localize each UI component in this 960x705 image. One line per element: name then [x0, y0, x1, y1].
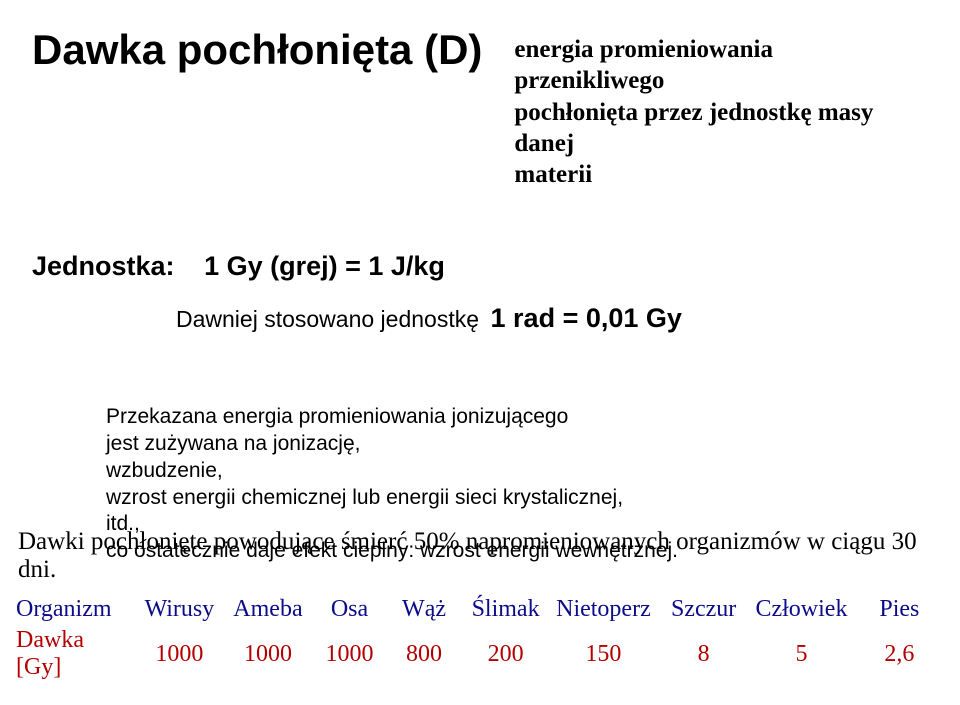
table-column-header: Ameba — [224, 594, 313, 625]
table-column-header: Człowiek — [750, 594, 853, 625]
unit-primary-value: 1 Gy (grej) = 1 J/kg — [204, 246, 445, 288]
dose-table: Organizm WirusyAmebaOsaWążŚlimakNietoper… — [14, 594, 946, 683]
unit-label: Jednostka: — [32, 246, 175, 288]
table-column-header: Osa — [312, 594, 387, 625]
table-column-header: Ślimak — [461, 594, 550, 625]
table-cell-value: 2,6 — [853, 625, 946, 683]
table-column-header: Wąż — [387, 594, 462, 625]
table-cell-value: 8 — [657, 625, 750, 683]
description-line: wzbudzenie, — [106, 458, 928, 485]
table-cell-value: 1000 — [312, 625, 387, 683]
description-line: Przekazana energia promieniowania jonizu… — [106, 404, 928, 431]
unit-former-value: 1 rad = 0,01 Gy — [491, 298, 682, 340]
table-cell-value: 800 — [387, 625, 462, 683]
unit-former-label: Dawniej stosowano jednostkę — [176, 302, 479, 338]
title-definition: energia promieniowania przenikliwego poc… — [514, 28, 928, 190]
unit-primary-line: Jednostka: 1 Gy (grej) = 1 J/kg — [32, 246, 928, 288]
definition-line: materii — [514, 161, 592, 188]
table-header-row: Organizm WirusyAmebaOsaWążŚlimakNietoper… — [14, 594, 946, 625]
definition-line: pochłonięta przez jednostkę masy danej — [514, 99, 873, 157]
table-cell-value: 1000 — [135, 625, 224, 683]
table-header-label: Organizm — [14, 594, 135, 625]
description-line: jest zużywana na jonizację, — [106, 431, 928, 458]
unit-former-line: Dawniej stosowano jednostkę 1 rad = 0,01… — [176, 298, 928, 340]
footer-section: Dawki pochłonięte powodujące śmierć 50% … — [0, 528, 960, 683]
table-value-row: Dawka [Gy] 100010001000800200150852,6 — [14, 625, 946, 683]
table-column-header: Nietoperz — [550, 594, 657, 625]
table-column-header: Pies — [853, 594, 946, 625]
description-line: wzrost energii chemicznej lub energii si… — [106, 485, 928, 512]
table-caption: Dawki pochłonięte powodujące śmierć 50% … — [14, 528, 946, 584]
page-title: Dawka pochłonięta (D) — [32, 28, 482, 72]
title-row: Dawka pochłonięta (D) energia promieniow… — [32, 28, 928, 190]
table-cell-value: 1000 — [224, 625, 313, 683]
table-column-header: Szczur — [657, 594, 750, 625]
unit-block: Jednostka: 1 Gy (grej) = 1 J/kg Dawniej … — [32, 246, 928, 340]
table-cell-value: 5 — [750, 625, 853, 683]
table-column-header: Wirusy — [135, 594, 224, 625]
table-cell-value: 150 — [550, 625, 657, 683]
table-value-label: Dawka [Gy] — [14, 625, 135, 683]
table-cell-value: 200 — [461, 625, 550, 683]
definition-line: energia promieniowania przenikliwego — [514, 36, 773, 94]
